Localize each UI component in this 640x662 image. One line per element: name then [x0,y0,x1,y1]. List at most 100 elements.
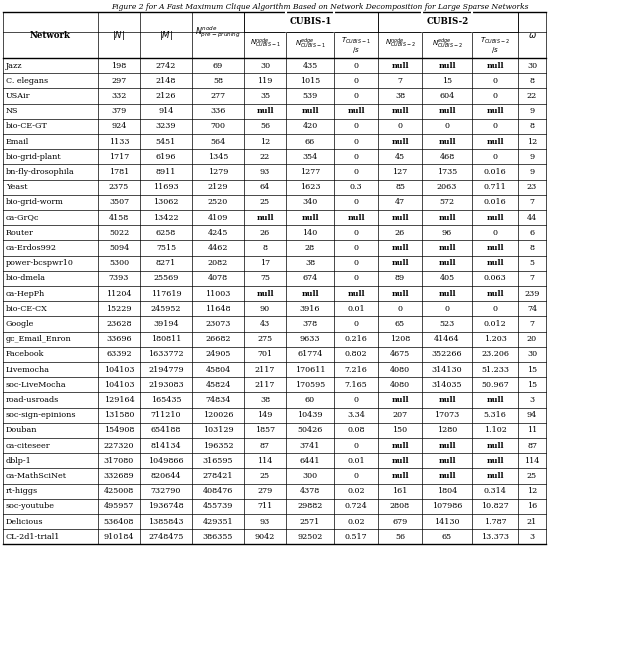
Text: 2520: 2520 [208,199,228,207]
Text: 539: 539 [302,92,317,100]
Text: 129164: 129164 [104,396,134,404]
Text: null: null [391,244,409,252]
Text: 0: 0 [353,442,358,449]
Text: null: null [301,107,319,115]
Text: 87: 87 [527,442,537,449]
Text: 1277: 1277 [300,168,320,176]
Text: 39194: 39194 [153,320,179,328]
Text: 119: 119 [257,77,273,85]
Text: 6: 6 [529,229,534,237]
Text: 5094: 5094 [109,244,129,252]
Text: $N^{node}_{pre-pruning}$: $N^{node}_{pre-pruning}$ [195,24,241,40]
Text: 0.08: 0.08 [348,426,365,434]
Text: 7393: 7393 [109,275,129,283]
Text: 0: 0 [493,229,497,237]
Text: null: null [486,472,504,480]
Text: Douban: Douban [6,426,38,434]
Text: 0.016: 0.016 [484,199,506,207]
Text: 3: 3 [529,533,534,541]
Text: 2571: 2571 [300,518,320,526]
Text: $/s$: $/s$ [352,45,360,55]
Text: 7.165: 7.165 [344,381,367,389]
Text: 0.711: 0.711 [484,183,506,191]
Text: 701: 701 [257,350,273,358]
Text: CL-2d1-trial1: CL-2d1-trial1 [6,533,60,541]
Text: bio-dmela: bio-dmela [6,275,46,283]
Text: 239: 239 [524,289,540,298]
Text: null: null [391,442,409,449]
Text: 352266: 352266 [432,350,462,358]
Text: null: null [438,244,456,252]
Text: 25569: 25569 [154,275,179,283]
Text: 25: 25 [260,199,270,207]
Text: 90: 90 [260,305,270,313]
Text: 378: 378 [303,320,317,328]
Text: 425008: 425008 [104,487,134,495]
Text: 15229: 15229 [106,305,132,313]
Text: null: null [391,396,409,404]
Text: 0: 0 [353,244,358,252]
Text: Delicious: Delicious [6,518,44,526]
Text: 3.34: 3.34 [347,411,365,419]
Text: 180811: 180811 [151,335,181,343]
Text: 92502: 92502 [298,533,323,541]
Text: 910184: 910184 [104,533,134,541]
Text: ca-GrQc: ca-GrQc [6,214,40,222]
Text: bio-CE-CX: bio-CE-CX [6,305,48,313]
Text: 114: 114 [524,457,540,465]
Text: 207: 207 [392,411,408,419]
Text: 7: 7 [397,77,403,85]
Text: 0: 0 [445,305,449,313]
Text: 23: 23 [527,183,537,191]
Text: rt-higgs: rt-higgs [6,487,38,495]
Text: 56: 56 [395,533,405,541]
Text: 564: 564 [211,138,226,146]
Text: 1.787: 1.787 [484,518,506,526]
Text: 0: 0 [353,229,358,237]
Text: 25: 25 [527,472,537,480]
Text: 3916: 3916 [300,305,320,313]
Text: 5451: 5451 [156,138,176,146]
Text: 277: 277 [211,92,225,100]
Text: 50.967: 50.967 [481,381,509,389]
Text: 0: 0 [353,168,358,176]
Text: 10.827: 10.827 [481,502,509,510]
Text: bn-fly-drosophila: bn-fly-drosophila [6,168,75,176]
Text: 13062: 13062 [153,199,179,207]
Text: 1781: 1781 [109,168,129,176]
Text: 10439: 10439 [297,411,323,419]
Text: 914: 914 [158,107,173,115]
Text: 93: 93 [260,518,270,526]
Text: soc-youtube: soc-youtube [6,502,55,510]
Text: 22: 22 [260,153,270,161]
Text: 1280: 1280 [437,426,457,434]
Text: 0: 0 [353,62,358,70]
Text: null: null [486,289,504,298]
Text: Facebook: Facebook [6,350,45,358]
Text: 4378: 4378 [300,487,320,495]
Text: 0.517: 0.517 [345,533,367,541]
Text: Jazz: Jazz [6,62,22,70]
Text: null: null [486,138,504,146]
Text: null: null [486,396,504,404]
Text: 0: 0 [353,138,358,146]
Text: null: null [486,62,504,70]
Text: null: null [256,289,274,298]
Text: NS: NS [6,107,19,115]
Text: $/s$: $/s$ [491,45,499,55]
Text: 0: 0 [353,77,358,85]
Text: 45824: 45824 [205,381,230,389]
Text: ca-HepPh: ca-HepPh [6,289,45,298]
Text: 1735: 1735 [437,168,457,176]
Text: 1015: 1015 [300,77,320,85]
Text: 405: 405 [440,275,454,283]
Text: null: null [301,214,319,222]
Text: 408476: 408476 [203,487,233,495]
Text: 0: 0 [353,275,358,283]
Text: 5: 5 [529,260,534,267]
Text: 96: 96 [442,229,452,237]
Text: 1208: 1208 [390,335,410,343]
Text: ca-Erdos992: ca-Erdos992 [6,244,57,252]
Text: 1345: 1345 [208,153,228,161]
Text: 16: 16 [527,502,537,510]
